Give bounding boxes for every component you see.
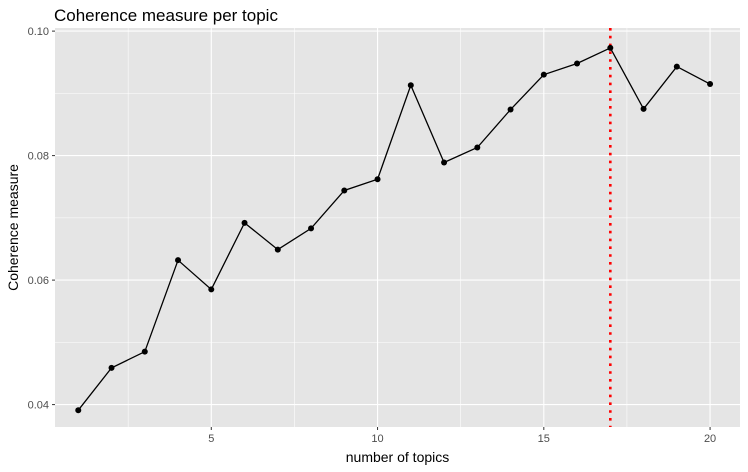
data-point xyxy=(208,286,215,293)
data-point xyxy=(574,60,581,67)
y-tick-label: 0.04 xyxy=(28,400,49,412)
data-point xyxy=(640,105,647,112)
data-point xyxy=(474,144,481,151)
data-point xyxy=(507,106,514,113)
data-point xyxy=(540,71,547,78)
chart-title: Coherence measure per topic xyxy=(54,6,278,25)
x-tick-label: 5 xyxy=(208,433,214,445)
x-axis: 5 10 15 20 xyxy=(208,427,716,445)
data-point xyxy=(108,364,115,371)
x-tick-label: 15 xyxy=(538,433,550,445)
data-point xyxy=(707,81,714,88)
data-point xyxy=(141,348,148,355)
data-point xyxy=(341,187,348,194)
y-tick-label: 0.08 xyxy=(28,151,49,163)
y-tick-label: 0.10 xyxy=(28,26,49,38)
data-point xyxy=(673,63,680,70)
grid-major xyxy=(55,28,740,427)
x-tick-label: 10 xyxy=(371,433,383,445)
data-point xyxy=(441,159,448,166)
data-point xyxy=(75,407,82,414)
series-line xyxy=(77,47,711,411)
data-point xyxy=(274,246,281,253)
grid-minor xyxy=(55,28,740,427)
x-axis-title: number of topics xyxy=(346,449,450,465)
x-tick-label: 20 xyxy=(704,433,716,445)
plot-panel xyxy=(55,28,740,427)
y-tick-label: 0.06 xyxy=(28,275,49,287)
data-point xyxy=(607,44,614,51)
series-layer xyxy=(75,44,714,414)
data-point xyxy=(374,176,381,183)
data-point xyxy=(241,219,248,226)
y-axis-title: Coherence measure xyxy=(5,164,21,291)
data-point xyxy=(308,225,315,232)
data-point xyxy=(175,257,182,264)
data-point xyxy=(407,82,414,89)
y-axis: 0.04 0.06 0.08 0.10 xyxy=(28,26,55,412)
